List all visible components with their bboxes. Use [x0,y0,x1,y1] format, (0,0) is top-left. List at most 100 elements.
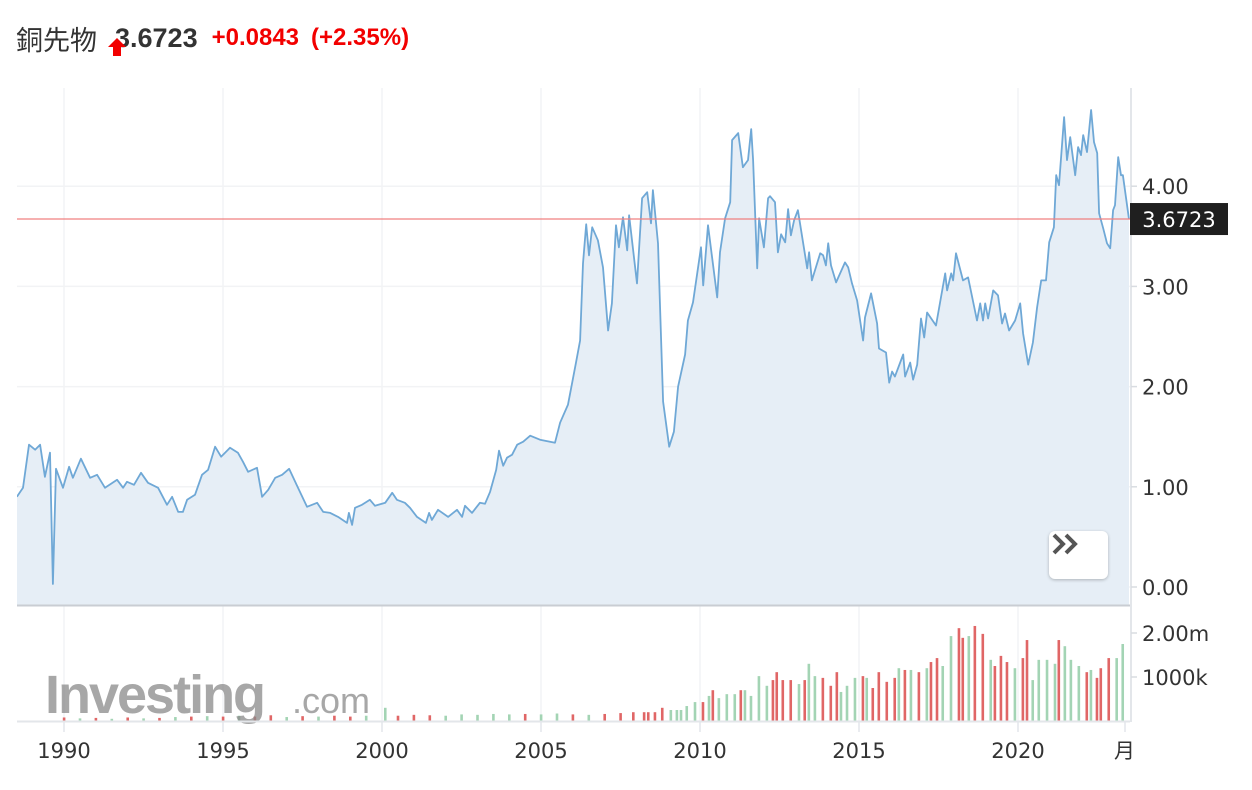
investing-logo-watermark: Investing .com [45,665,370,725]
volume-bar [619,713,622,721]
y-tick-label: 1.00 [1142,476,1189,500]
volume-bar [660,707,664,721]
volume-bar [221,716,225,721]
volume-bar [999,655,1003,721]
volume-bar [701,702,705,721]
volume-bar [1013,668,1017,721]
volume-bar [174,717,177,721]
price-line [17,109,1130,585]
volume-bar [707,695,711,721]
volume-bar [1057,640,1061,721]
double-chevron-right-icon [1052,533,1078,555]
volume-bar [893,677,897,721]
volume-bar [603,713,606,721]
instrument-title: 銅先物 [16,25,97,57]
volume-bar [775,672,779,721]
volume-bar [476,714,479,721]
volume-y-tick-label: 2.00m [1142,622,1209,646]
volume-bar [383,707,387,721]
volume-bar [1085,672,1089,721]
volume-bar [717,698,721,721]
volume-bar [1077,666,1081,721]
volume-bar [253,716,257,721]
volume-bar [444,715,447,721]
volume-bar [317,716,320,721]
volume-bar [685,706,689,721]
volume-bar [957,628,961,721]
volume-bar [1037,659,1041,721]
volume-y-tick-label: 1000k [1142,666,1208,690]
x-tick-label: 2010 [673,739,726,763]
x-tick-label: 2020 [991,739,1044,763]
volume-bar [693,702,697,721]
y-tick-label: 4.00 [1142,175,1189,199]
volume-bar [861,676,865,721]
axes: 4.00 3.00 2.00 1.00 0.00 2.00m 1000k 1990 1995 20… [17,88,1228,763]
x-tick-label: 2015 [832,739,885,763]
volume-bar [110,718,114,721]
volume-bar [653,712,657,721]
x-tick-label: 2005 [514,739,567,763]
volume-bar [1025,640,1029,721]
volume-bar [126,717,129,721]
volume-bar [935,658,939,721]
volume-bar [941,666,945,721]
volume-bar [807,663,811,721]
volume-bar [803,680,807,721]
volume-bar [989,659,993,721]
volume-bar [789,680,793,721]
volume-bar [1045,659,1049,721]
volume-bar [412,714,416,721]
volume-bar [1099,668,1103,721]
volume-bar [285,717,288,721]
volume-bar [757,676,761,721]
volume-bar [853,677,857,721]
volume-bar [917,672,921,721]
price-change: +0.0843 [211,24,300,51]
volume-bar [205,716,209,721]
x-tick-label: 2000 [355,739,408,763]
volume-bar [523,713,527,721]
last-price: 3.6723 [115,22,198,53]
volume-bar [1031,680,1035,721]
volume-bar [839,691,843,721]
volume-bar [269,715,273,721]
scroll-right-button[interactable] [1049,531,1108,579]
volume-bar [1115,658,1118,721]
volume-bar [646,712,650,721]
volume-bar [739,690,743,721]
volume-bar [967,636,971,721]
volume-bar [821,677,825,721]
volume-bar [1095,677,1099,721]
volume-bar [1121,644,1125,721]
y-tick-label: 2.00 [1142,376,1189,400]
volume-bar [897,668,901,721]
volume-bar [555,713,559,721]
volume-bar [725,694,729,721]
volume-bar [679,710,683,721]
volume-bar [1021,658,1025,721]
price-change-percent: (+2.35%) [311,24,410,51]
volume-bar [829,685,833,721]
volume-bar [771,680,775,721]
volume-bar [642,712,646,721]
volume-bar [813,676,817,721]
volume-bar [865,677,869,721]
volume-bar [94,717,98,721]
volume-bar [1069,659,1073,721]
volume-bar [158,717,161,721]
volume-bar [333,715,336,721]
volume-bar [492,713,495,721]
price-area-fill [17,110,1129,605]
volume-bar [587,714,591,721]
volume-bar [797,684,801,721]
volume-bar [949,636,953,721]
svg-text:.com: .com [292,680,370,721]
volume-bar [929,662,933,721]
volume-bar [981,633,985,721]
volume-bar [835,672,839,721]
x-tick-label: 1995 [196,739,249,763]
volume-bar [733,694,737,721]
volume-bar [909,669,913,721]
